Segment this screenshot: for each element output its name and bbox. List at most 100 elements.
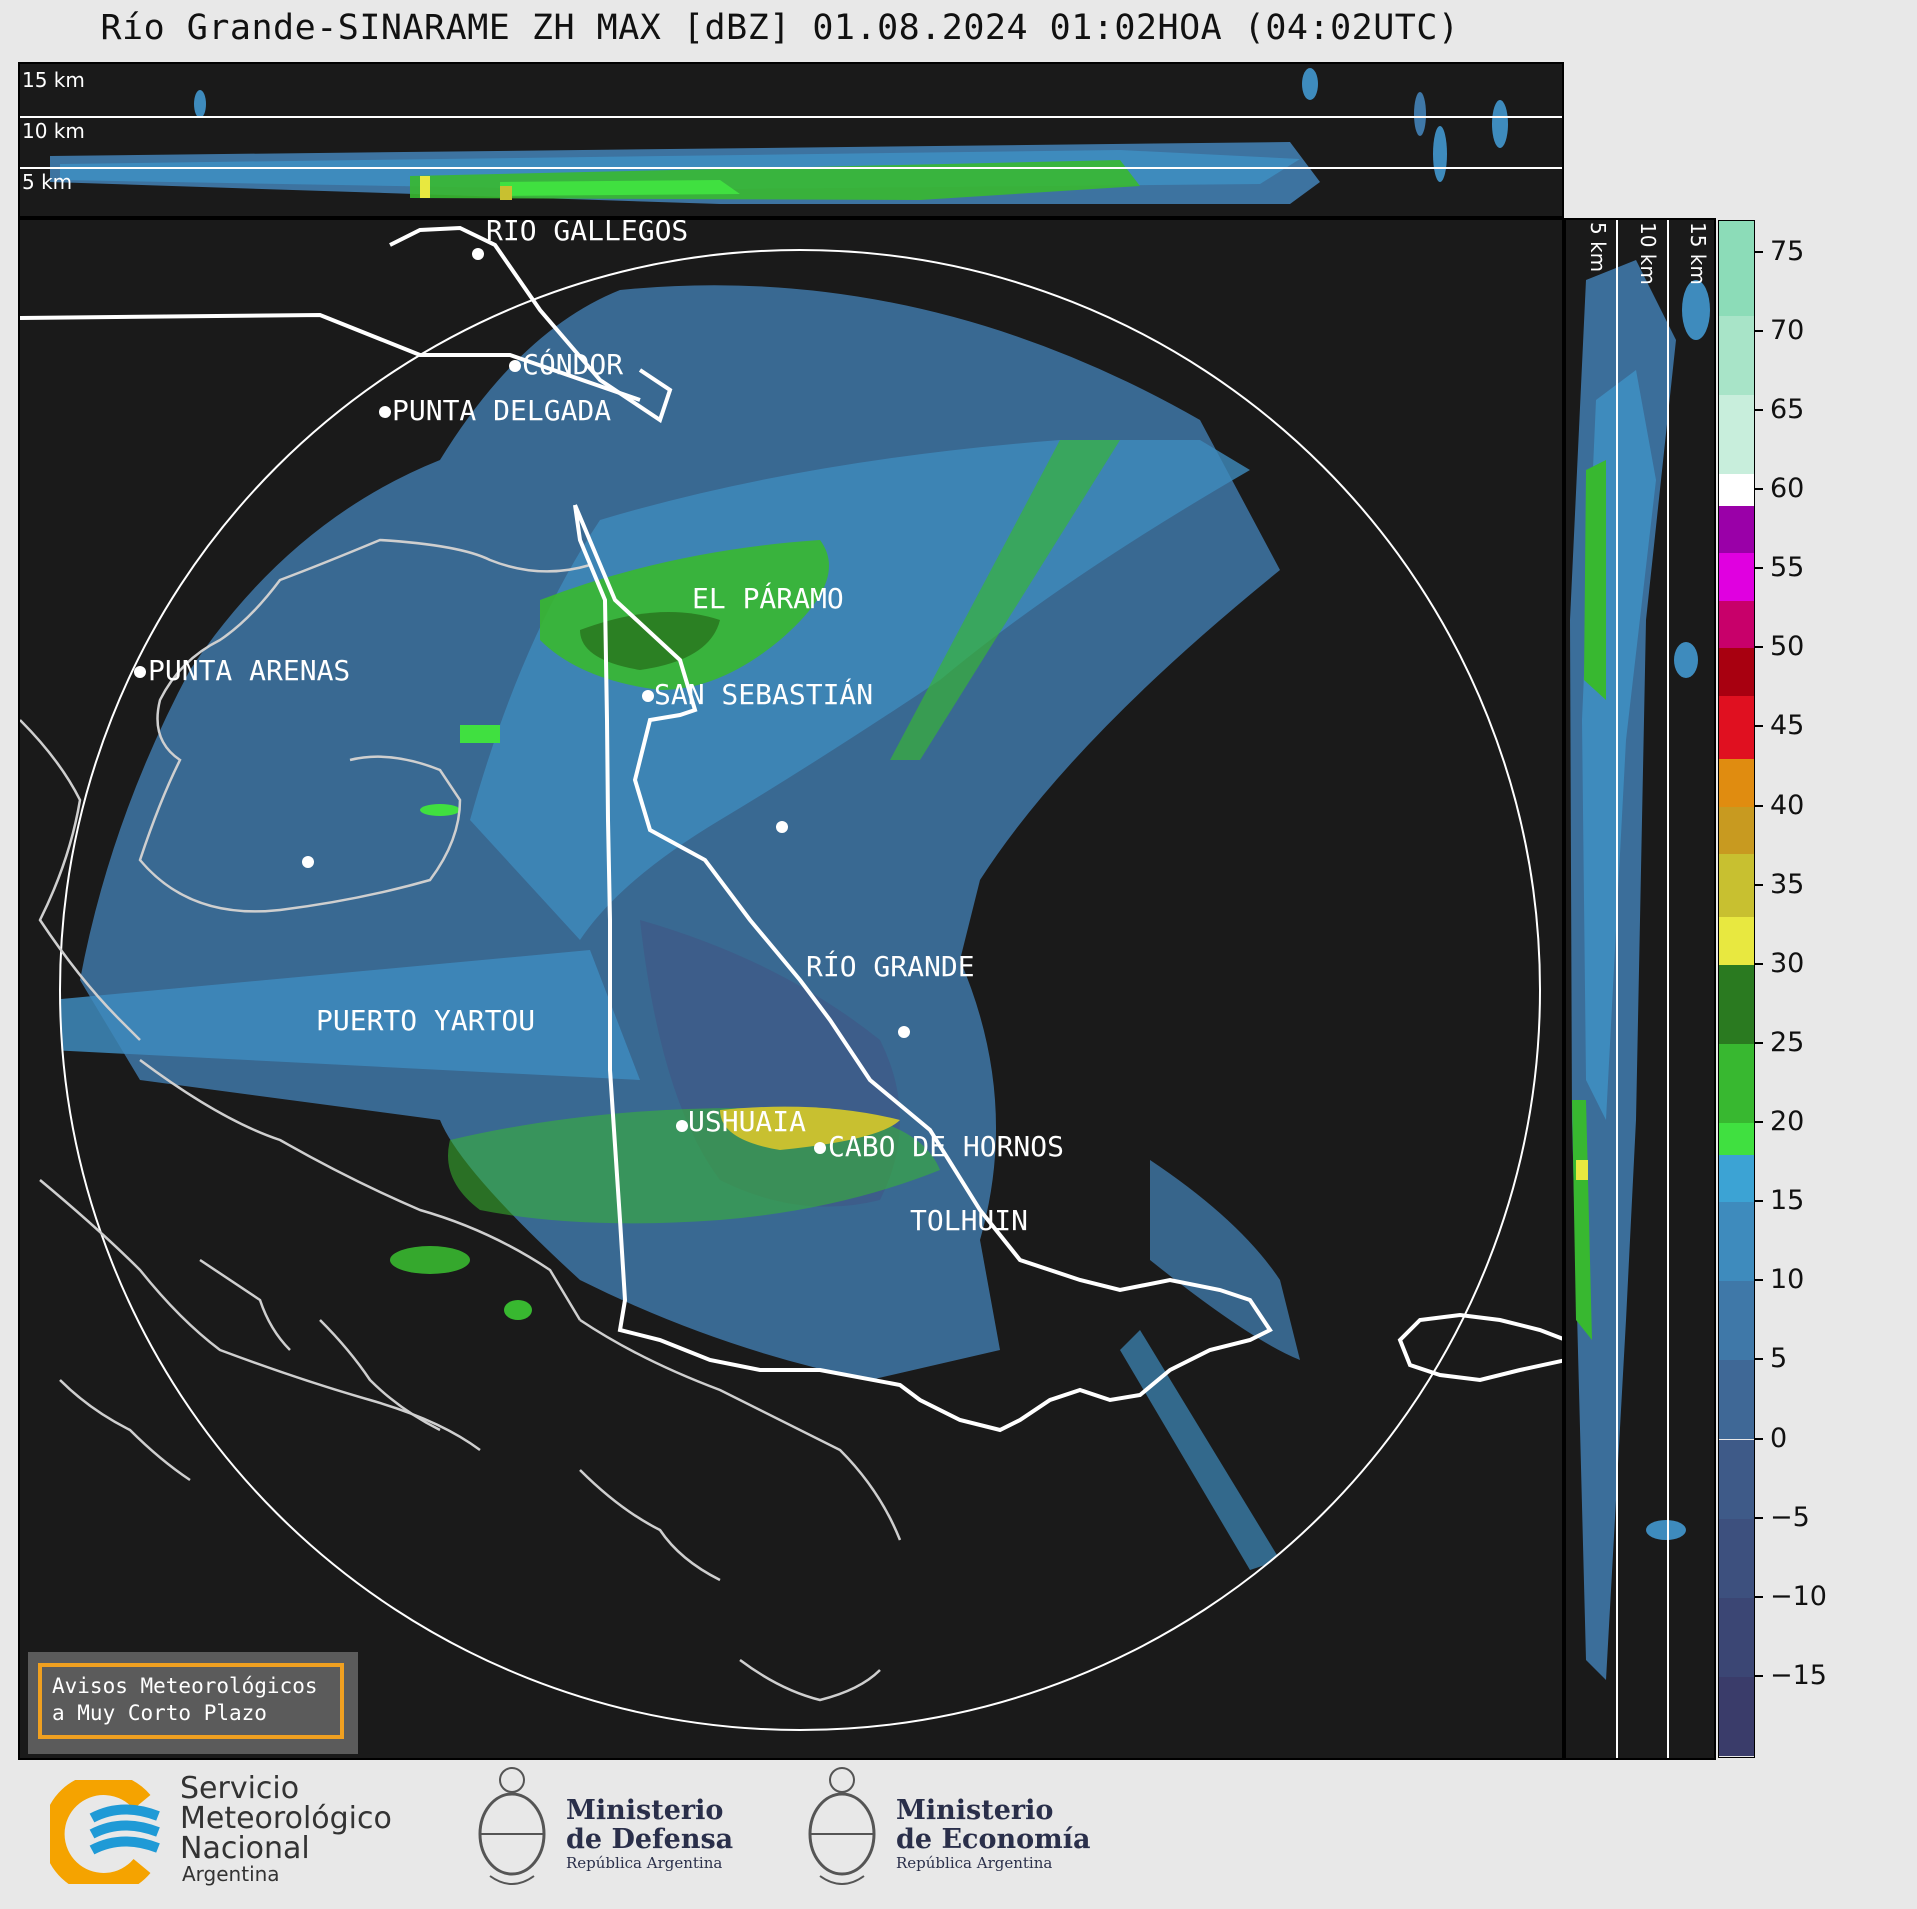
colorbar-tick bbox=[1755, 962, 1763, 965]
radar-range-ring bbox=[59, 249, 1541, 1731]
colorbar-tick bbox=[1755, 646, 1763, 649]
economia-line2: de Economía bbox=[896, 1824, 1091, 1855]
colorbar-tick-label: 30 bbox=[1770, 947, 1805, 979]
smn-line2: Meteorológico bbox=[180, 1801, 392, 1836]
warning-box-line1: Avisos Meteorológicos bbox=[52, 1674, 318, 1698]
colorbar-band bbox=[1719, 1281, 1754, 1361]
colorbar-tick-label: 25 bbox=[1770, 1026, 1805, 1058]
smn-logo-icon bbox=[42, 1773, 160, 1895]
colorbar-band bbox=[1719, 806, 1754, 854]
colorbar-tick bbox=[1755, 1121, 1763, 1123]
colorbar-tick-label: 0 bbox=[1770, 1422, 1788, 1454]
city-label-el-paramo: EL PÁRAMO bbox=[692, 582, 844, 615]
colorbar-tick bbox=[1755, 725, 1763, 728]
side-height-label-10km: 10 km bbox=[1636, 222, 1660, 285]
economia-name: Ministerio de Economía República Argenti… bbox=[896, 1796, 1090, 1872]
colorbar-band bbox=[1719, 1202, 1754, 1282]
colorbar-tick-label: 75 bbox=[1770, 235, 1805, 267]
dbz-colorbar bbox=[1718, 220, 1755, 1758]
economia-emblem-icon bbox=[800, 1764, 884, 1898]
top-height-profile-panel: 15 km 10 km 5 km bbox=[18, 62, 1564, 218]
colorbar-band bbox=[1719, 221, 1754, 316]
city-label-condor: CÓNDOR bbox=[522, 348, 624, 381]
city-label-rio-gallegos: RÍO GALLEGOS bbox=[486, 218, 689, 247]
colorbar-band bbox=[1719, 1518, 1754, 1598]
colorbar-tick bbox=[1755, 1674, 1763, 1677]
colorbar-band bbox=[1719, 600, 1754, 649]
colorbar-band bbox=[1719, 1360, 1754, 1440]
colorbar-tick-label: 55 bbox=[1770, 552, 1805, 584]
defensa-line2: de Defensa bbox=[566, 1824, 734, 1855]
colorbar-tick-label: 60 bbox=[1770, 472, 1805, 504]
city-label-rio-grande: RÍO GRANDE bbox=[806, 950, 975, 983]
colorbar-band bbox=[1719, 759, 1754, 807]
warning-box[interactable]: Avisos Meteorológicos a Muy Corto Plazo bbox=[38, 1663, 344, 1739]
city-label-ushuaia: USHUAIA bbox=[688, 1105, 807, 1138]
colorbar-tick-label: 70 bbox=[1770, 314, 1805, 346]
colorbar-tick bbox=[1755, 883, 1763, 886]
colorbar-tick bbox=[1755, 1437, 1763, 1440]
colorbar-band bbox=[1719, 695, 1754, 760]
colorbar-tick-label: 40 bbox=[1770, 789, 1805, 821]
city-label-tolhuin: TOLHUIN bbox=[910, 1204, 1029, 1237]
tierra-del-fuego-outline bbox=[573, 504, 1273, 1433]
colorbar-band bbox=[1719, 395, 1754, 475]
coastlines bbox=[20, 538, 902, 1702]
colorbar-tick bbox=[1755, 567, 1763, 570]
top-profile-echo bbox=[50, 68, 1508, 204]
page-title: Río Grande-SINARAME ZH MAX [dBZ] 01.08.2… bbox=[100, 8, 1460, 48]
height-label-15km: 15 km bbox=[22, 68, 85, 92]
side-height-profile-panel: 5 km 10 km 15 km bbox=[1564, 218, 1716, 1760]
colorbar-tick bbox=[1755, 804, 1763, 807]
colorbar-tick bbox=[1755, 488, 1763, 491]
colorbar-tick-label: 45 bbox=[1770, 710, 1805, 742]
height-line-10km-v bbox=[1667, 220, 1669, 1758]
colorbar-band bbox=[1719, 1676, 1754, 1756]
height-label-10km: 10 km bbox=[22, 119, 85, 143]
colorbar-band bbox=[1719, 315, 1754, 396]
colorbar-band bbox=[1719, 648, 1754, 696]
warning-box-line2: a Muy Corto Plazo bbox=[52, 1701, 267, 1725]
colorbar-tick-label: 35 bbox=[1770, 868, 1805, 900]
colorbar-band bbox=[1719, 917, 1754, 965]
height-line-10km bbox=[20, 116, 1562, 118]
economia-line1: Ministerio bbox=[896, 1795, 1054, 1826]
colorbar-tick bbox=[1755, 1358, 1763, 1361]
colorbar-tick bbox=[1755, 1595, 1763, 1598]
colorbar-band bbox=[1719, 1043, 1754, 1123]
colorbar-tick bbox=[1755, 1041, 1763, 1044]
city-label-punta-delgada: PUNTA DELGADA bbox=[392, 394, 612, 427]
radar-map-canvas bbox=[20, 225, 1562, 1731]
border-line-north bbox=[20, 312, 641, 402]
colorbar-tick-label: 10 bbox=[1770, 1264, 1805, 1296]
colorbar-tick-label: −5 bbox=[1770, 1501, 1810, 1533]
colorbar-tick-label: 65 bbox=[1770, 393, 1805, 425]
city-label-punta-arenas: PUNTA ARENAS bbox=[148, 654, 351, 687]
reflectivity-field bbox=[60, 285, 1300, 1570]
colorbar-tick bbox=[1755, 250, 1763, 253]
radar-map-panel: RÍO GALLEGOS CÓNDOR PUNTA DELGADA EL PÁR… bbox=[18, 218, 1564, 1760]
colorbar-band bbox=[1719, 1597, 1754, 1677]
colorbar-tick-label: 5 bbox=[1770, 1343, 1788, 1375]
smn-country: Argentina bbox=[182, 1862, 280, 1886]
colorbar-band bbox=[1719, 474, 1754, 506]
colorbar-band bbox=[1719, 964, 1754, 1044]
colorbar-tick-label: 15 bbox=[1770, 1185, 1805, 1217]
side-height-label-5km: 5 km bbox=[1586, 222, 1610, 273]
side-height-label-15km: 15 km bbox=[1686, 222, 1710, 285]
city-markers bbox=[134, 248, 910, 1154]
height-line-5km bbox=[20, 167, 1562, 169]
side-profile-echo bbox=[1570, 260, 1710, 1680]
coast-rio-gallegos bbox=[389, 225, 673, 424]
defensa-name: Ministerio de Defensa República Argentin… bbox=[566, 1796, 733, 1872]
city-label-san-sebastian: SAN SEBASTIÁN bbox=[654, 678, 874, 711]
colorbar-band bbox=[1719, 1439, 1754, 1519]
colorbar-tick bbox=[1755, 408, 1763, 411]
colorbar-band bbox=[1719, 553, 1754, 601]
smn-name: Servicio Meteorológico Nacional bbox=[180, 1774, 392, 1864]
city-label-puerto-yartou: PUERTO YARTOU bbox=[316, 1004, 536, 1037]
colorbar-tick-label: 20 bbox=[1770, 1105, 1805, 1137]
colorbar-tick bbox=[1755, 329, 1763, 332]
height-label-5km: 5 km bbox=[22, 170, 73, 194]
defensa-sub: República Argentina bbox=[566, 1854, 723, 1872]
